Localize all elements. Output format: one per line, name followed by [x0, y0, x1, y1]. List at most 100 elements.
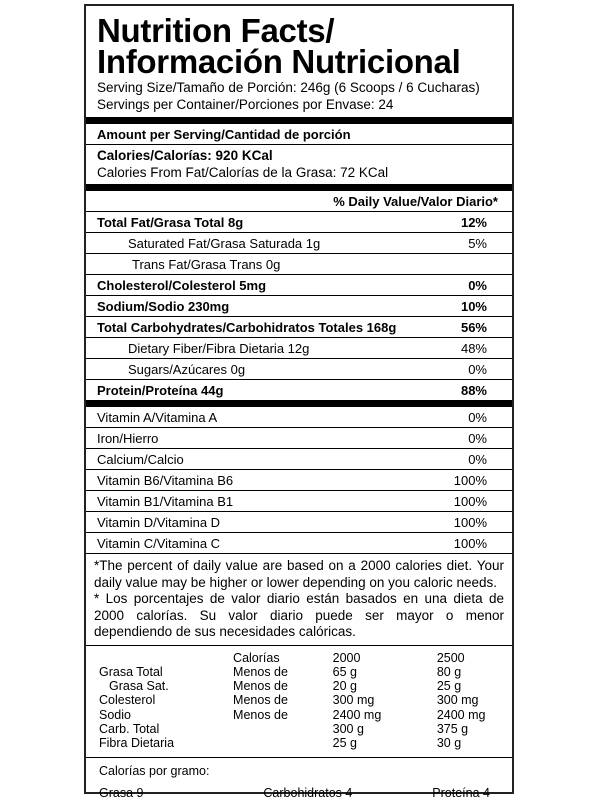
thick-divider	[86, 184, 512, 191]
reference-cell: 20 g	[332, 679, 357, 694]
nutrient-row: Sodium/Sodio 230mg 10%	[86, 296, 512, 317]
reference-cell: 2400 mg	[436, 707, 486, 722]
vitamin-row: Calcium/Calcio 0%	[86, 449, 512, 470]
reference-row: Fibra Dietaria 25 g 30 g	[99, 736, 512, 750]
reference-row: Sodio Menos de 2400 mg 2400 mg	[99, 708, 512, 722]
nutrient-label: Saturated Fat/Grasa Saturada 1g	[128, 235, 321, 251]
vitamin-label: Vitamin A/Vitamina A	[97, 409, 218, 425]
dv-header-label: % Daily Value/Valor Diario*	[333, 193, 498, 209]
vitamin-pct: 100%	[453, 472, 487, 488]
nutrient-pct: 0%	[468, 277, 487, 293]
vitamin-row: Iron/Hierro 0%	[86, 428, 512, 449]
reference-cell: Menos de	[233, 693, 288, 708]
reference-cell: 25 g	[436, 679, 462, 694]
nutrient-row: Total Fat/Grasa Total 8g 12%	[86, 212, 512, 233]
nutrient-pct: 10%	[460, 298, 487, 314]
title-line-2: Información Nutricional	[97, 43, 461, 80]
reference-row: Colesterol Menos de 300 mg 300 mg	[99, 693, 512, 707]
reference-cell: 2000	[332, 650, 361, 665]
nutrient-label: Sugars/Azúcares 0g	[128, 361, 246, 377]
calories: Calories/Calorías: 920 KCal	[97, 148, 273, 163]
reference-row: Carb. Total 300 g 375 g	[99, 722, 512, 736]
calories-from-fat: Calories From Fat/Calorías de la Grasa: …	[97, 165, 389, 180]
reference-cell: 25 g	[332, 736, 357, 751]
vitamin-row: Vitamin B1/Vitamina B1 100%	[86, 491, 512, 512]
reference-cell: 80 g	[436, 664, 462, 679]
vitamin-label: Iron/Hierro	[97, 430, 159, 446]
vitamin-pct: 100%	[453, 535, 487, 551]
reference-cell: 300 mg	[436, 693, 479, 708]
vitamin-pct: 0%	[468, 451, 487, 467]
dv-header: % Daily Value/Valor Diario*	[86, 191, 512, 212]
reference-cell: Carb. Total	[99, 721, 160, 736]
nutrient-row: Total Carbohydrates/Carbohidratos Totale…	[86, 317, 512, 338]
vitamin-pct: 0%	[468, 430, 487, 446]
vitamin-label: Vitamin C/Vitamina C	[97, 535, 221, 551]
thick-divider	[86, 400, 512, 407]
reference-cell: Colesterol	[99, 693, 156, 708]
reference-row: Grasa Sat. Menos de 20 g 25 g	[99, 679, 512, 693]
nutrient-label: Total Carbohydrates/Carbohidratos Totale…	[97, 319, 397, 335]
reference-cell: Grasa Total	[99, 664, 163, 679]
reference-cell: Sodio	[99, 707, 131, 722]
nutrient-label: Trans Fat/Grasa Trans 0g	[132, 256, 281, 272]
nutrient-pct: 12%	[460, 214, 487, 230]
serving-size: Serving Size/Tamaño de Porción: 246g (6 …	[97, 80, 480, 95]
reference-row: Calorías 2000 2500	[99, 651, 512, 665]
nutrition-facts-label: Nutrition Facts/ Información Nutricional…	[84, 4, 514, 800]
footnote-en: *The percent of daily value are based on…	[94, 558, 504, 590]
nutrient-label: Sodium/Sodio 230mg	[97, 298, 230, 314]
reference-cell	[233, 736, 333, 750]
carbs-per-gram: Carbohidratos 4	[263, 785, 353, 800]
reference-cell: Menos de	[233, 664, 288, 679]
amount-per-serving: Amount per Serving/Cantidad de porción	[86, 124, 512, 145]
reference-cell: 375 g	[436, 721, 469, 736]
vitamin-pct: 100%	[453, 514, 487, 530]
vitamin-row: Vitamin B6/Vitamina B6 100%	[86, 470, 512, 491]
nutrient-pct: 48%	[460, 340, 487, 356]
vitamin-label: Vitamin B1/Vitamina B1	[97, 493, 234, 509]
reference-cell: Menos de	[233, 679, 288, 694]
reference-cell: 300 g	[332, 721, 364, 736]
vitamin-row: Vitamin A/Vitamina A 0%	[86, 407, 512, 428]
calories-per-gram-label: Calorías por gramo:	[99, 763, 210, 778]
nutrient-row: Dietary Fiber/Fibra Dietaria 12g 48%	[86, 338, 512, 359]
nutrient-row: Cholesterol/Colesterol 5mg 0%	[86, 275, 512, 296]
footnote: *The percent of daily value are based on…	[86, 554, 512, 646]
reference-table: Calorías 2000 2500 Grasa Total Menos de 65 g 8…	[99, 651, 512, 751]
vitamin-row: Vitamin C/Vitamina C 100%	[86, 533, 512, 554]
vitamin-pct: 0%	[468, 409, 487, 425]
vitamin-label: Vitamin B6/Vitamina B6	[97, 472, 234, 488]
calories-per-gram-values: Grasa 9 Carbohidratos 4 Proteína 4	[86, 778, 512, 800]
nutrient-row: Saturated Fat/Grasa Saturada 1g 5%	[86, 233, 512, 254]
nutrient-pct: 88%	[460, 382, 487, 398]
reference-cell: Calorías	[233, 650, 280, 665]
nutrient-label: Protein/Proteína 44g	[97, 382, 224, 398]
nutrient-label: Total Fat/Grasa Total 8g	[97, 214, 244, 230]
nutrient-row: Sugars/Azúcares 0g 0%	[86, 359, 512, 380]
nutrient-pct: 5%	[468, 235, 487, 251]
fat-per-gram: Grasa 9	[99, 785, 144, 800]
reference-cell: 2400 mg	[332, 707, 382, 722]
title-line-1: Nutrition Facts/	[97, 12, 335, 49]
reference-cell	[233, 722, 333, 736]
thick-divider	[86, 117, 512, 124]
reference-cell	[99, 651, 233, 665]
nutrient-label: Cholesterol/Colesterol 5mg	[97, 277, 267, 293]
reference-cell: 2500	[436, 650, 465, 665]
nutrient-row: Protein/Proteína 44g 88%	[86, 380, 512, 401]
reference-section: Calorías 2000 2500 Grasa Total Menos de 65 g 8…	[86, 651, 512, 758]
servings-per-container: Servings per Container/Porciones por Env…	[97, 97, 394, 112]
nutrient-pct: 56%	[460, 319, 487, 335]
reference-cell: Grasa Sat.	[109, 679, 169, 694]
vitamin-label: Calcium/Calcio	[97, 451, 184, 467]
vitamin-row: Vitamin D/Vitamina D 100%	[86, 512, 512, 533]
vitamin-label: Vitamin D/Vitamina D	[97, 514, 221, 530]
reference-cell: 300 mg	[332, 693, 375, 708]
reference-cell: 65 g	[332, 664, 357, 679]
reference-cell: Menos de	[233, 707, 288, 722]
reference-cell: Fibra Dietaria	[99, 736, 175, 751]
reference-cell: 30 g	[436, 736, 462, 751]
nutrient-pct: 0%	[468, 361, 487, 377]
vitamin-pct: 100%	[453, 493, 487, 509]
